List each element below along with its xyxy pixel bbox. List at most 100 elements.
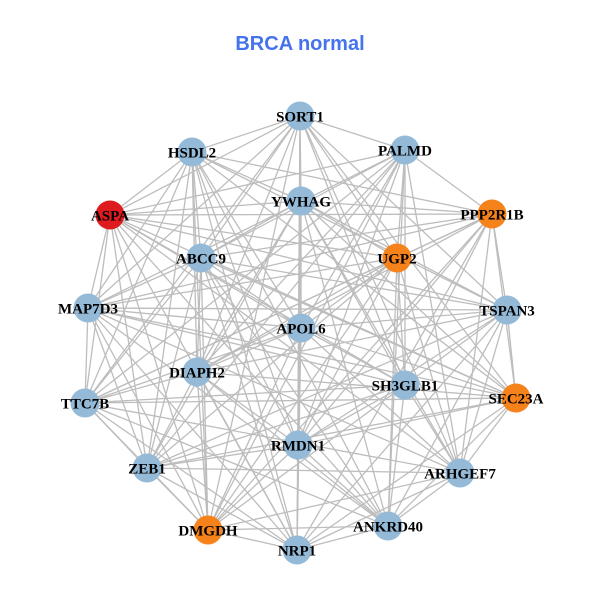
edge-MAP7D3-SEC23A: [87, 307, 517, 399]
node-label-YWHAG: YWHAG: [271, 194, 331, 210]
edge-HSDL2-NRP1: [191, 151, 298, 551]
edge-ARHGEF7-ANKRD40: [387, 472, 461, 527]
edge-ABCC9-MAP7D3: [87, 257, 202, 309]
node-ANKRD40: [373, 511, 403, 541]
node-label-NRP1: NRP1: [278, 543, 316, 559]
node-label-RMDN1: RMDN1: [271, 438, 325, 454]
node-label-TSPAN3: TSPAN3: [479, 303, 535, 319]
edge-UGP2-ARHGEF7: [396, 257, 461, 474]
edge-UGP2-ZEB1: [146, 257, 398, 469]
node-label-DMGDH: DMGDH: [178, 523, 237, 539]
node-label-SEC23A: SEC23A: [488, 391, 543, 407]
edge-ASPA-SH3GLB1: [109, 214, 406, 386]
edge-SORT1-ABCC9: [200, 115, 301, 259]
edge-SEC23A-ARHGEF7: [459, 397, 517, 474]
edge-DMGDH-ANKRD40: [207, 525, 389, 531]
edge-TTC7B-SEC23A: [84, 397, 517, 404]
edge-APOL6-DIAPH2: [196, 327, 302, 373]
edge-ZEB1-RMDN1: [146, 444, 299, 469]
node-MAP7D3: [73, 293, 103, 323]
node-YWHAG: [286, 186, 316, 216]
edge-YWHAG-UGP2: [300, 200, 398, 259]
edge-TSPAN3-NRP1: [296, 309, 508, 551]
node-UGP2: [382, 243, 412, 273]
node-label-ABCC9: ABCC9: [176, 251, 226, 267]
node-SH3GLB1: [390, 370, 420, 400]
edge-SORT1-TSPAN3: [299, 115, 508, 311]
node-ARHGEF7: [445, 458, 475, 488]
node-ABCC9: [186, 243, 216, 273]
edge-HSDL2-ABCC9: [191, 151, 202, 259]
node-label-ARHGEF7: ARHGEF7: [424, 466, 496, 482]
edge-MAP7D3-APOL6: [87, 307, 302, 329]
node-label-SORT1: SORT1: [276, 109, 324, 125]
edge-ABCC9-APOL6: [200, 257, 302, 329]
node-label-PPP2R1B: PPP2R1B: [460, 207, 523, 223]
edge-PALMD-APOL6: [300, 149, 406, 329]
edge-DMGDH-NRP1: [207, 529, 298, 551]
edge-YWHAG-PPP2R1B: [300, 200, 493, 215]
node-label-PALMD: PALMD: [378, 143, 432, 159]
edge-YWHAG-ARHGEF7: [300, 200, 461, 474]
edge-TSPAN3-DIAPH2: [196, 309, 508, 373]
edge-MAP7D3-DMGDH: [87, 307, 209, 531]
edge-MAP7D3-TTC7B: [84, 307, 89, 404]
edge-PALMD-ASPA: [109, 149, 406, 216]
edge-DIAPH2-SEC23A: [196, 371, 517, 399]
edge-PPP2R1B-ARHGEF7: [459, 213, 493, 474]
edge-PALMD-RMDN1: [297, 149, 406, 446]
edge-UGP2-SH3GLB1: [396, 257, 406, 386]
edge-TTC7B-ARHGEF7: [84, 402, 461, 474]
node-TTC7B: [70, 388, 100, 418]
node-TSPAN3: [492, 295, 522, 325]
edge-SORT1-UGP2: [299, 115, 398, 259]
edge-layer: [84, 115, 517, 551]
edge-ASPA-UGP2: [109, 214, 398, 259]
edge-TSPAN3-ANKRD40: [387, 309, 508, 527]
edge-TTC7B-ANKRD40: [84, 402, 389, 527]
edge-YWHAG-ZEB1: [146, 200, 302, 469]
edge-ZEB1-ARHGEF7: [146, 467, 461, 474]
edge-HSDL2-TSPAN3: [191, 151, 508, 311]
node-label-MAP7D3: MAP7D3: [58, 301, 118, 317]
edge-SORT1-ASPA: [109, 115, 301, 216]
node-label-DIAPH2: DIAPH2: [169, 365, 225, 381]
node-PALMD: [390, 135, 420, 165]
node-RMDN1: [283, 430, 313, 460]
edge-ASPA-YWHAG: [109, 200, 302, 216]
edge-TSPAN3-SH3GLB1: [404, 309, 508, 386]
edge-SEC23A-ZEB1: [146, 397, 517, 469]
edge-MAP7D3-ZEB1: [87, 307, 148, 469]
edge-SH3GLB1-DMGDH: [207, 384, 406, 531]
edge-ABCC9-DMGDH: [200, 257, 209, 531]
edge-ABCC9-TSPAN3: [200, 257, 508, 311]
edge-NRP1-ANKRD40: [296, 525, 389, 551]
node-NRP1: [282, 535, 312, 565]
edge-RMDN1-DMGDH: [207, 444, 299, 531]
edge-UGP2-MAP7D3: [87, 257, 398, 309]
edge-YWHAG-ABCC9: [200, 200, 302, 259]
node-ASPA: [95, 200, 125, 230]
edge-SH3GLB1-ANKRD40: [387, 384, 406, 527]
edge-ZEB1-NRP1: [146, 467, 298, 551]
node-HSDL2: [177, 137, 207, 167]
edge-ABCC9-RMDN1: [200, 257, 299, 446]
edge-TTC7B-NRP1: [84, 402, 298, 551]
node-layer: SORT1 HSDL2 PALMD ASPA YWHAG PPP2R1B ABCC9 UGP2…: [58, 101, 544, 565]
edge-MAP7D3-NRP1: [87, 307, 298, 551]
edge-PALMD-PPP2R1B: [404, 149, 493, 215]
node-APOL6: [286, 313, 316, 343]
edge-UGP2-APOL6: [300, 257, 398, 329]
edge-APOL6-DMGDH: [207, 327, 302, 531]
edge-HSDL2-ASPA: [109, 151, 193, 216]
edge-HSDL2-TTC7B: [84, 151, 193, 404]
edge-MAP7D3-TSPAN3: [87, 307, 508, 311]
node-SORT1: [285, 101, 315, 131]
edge-APOL6-SEC23A: [300, 327, 517, 399]
edge-SEC23A-RMDN1: [297, 397, 517, 446]
edge-ABCC9-TTC7B: [84, 257, 202, 404]
edge-APOL6-ARHGEF7: [300, 327, 461, 474]
node-label-ASPA: ASPA: [91, 208, 129, 224]
edge-SH3GLB1-RMDN1: [297, 384, 406, 446]
